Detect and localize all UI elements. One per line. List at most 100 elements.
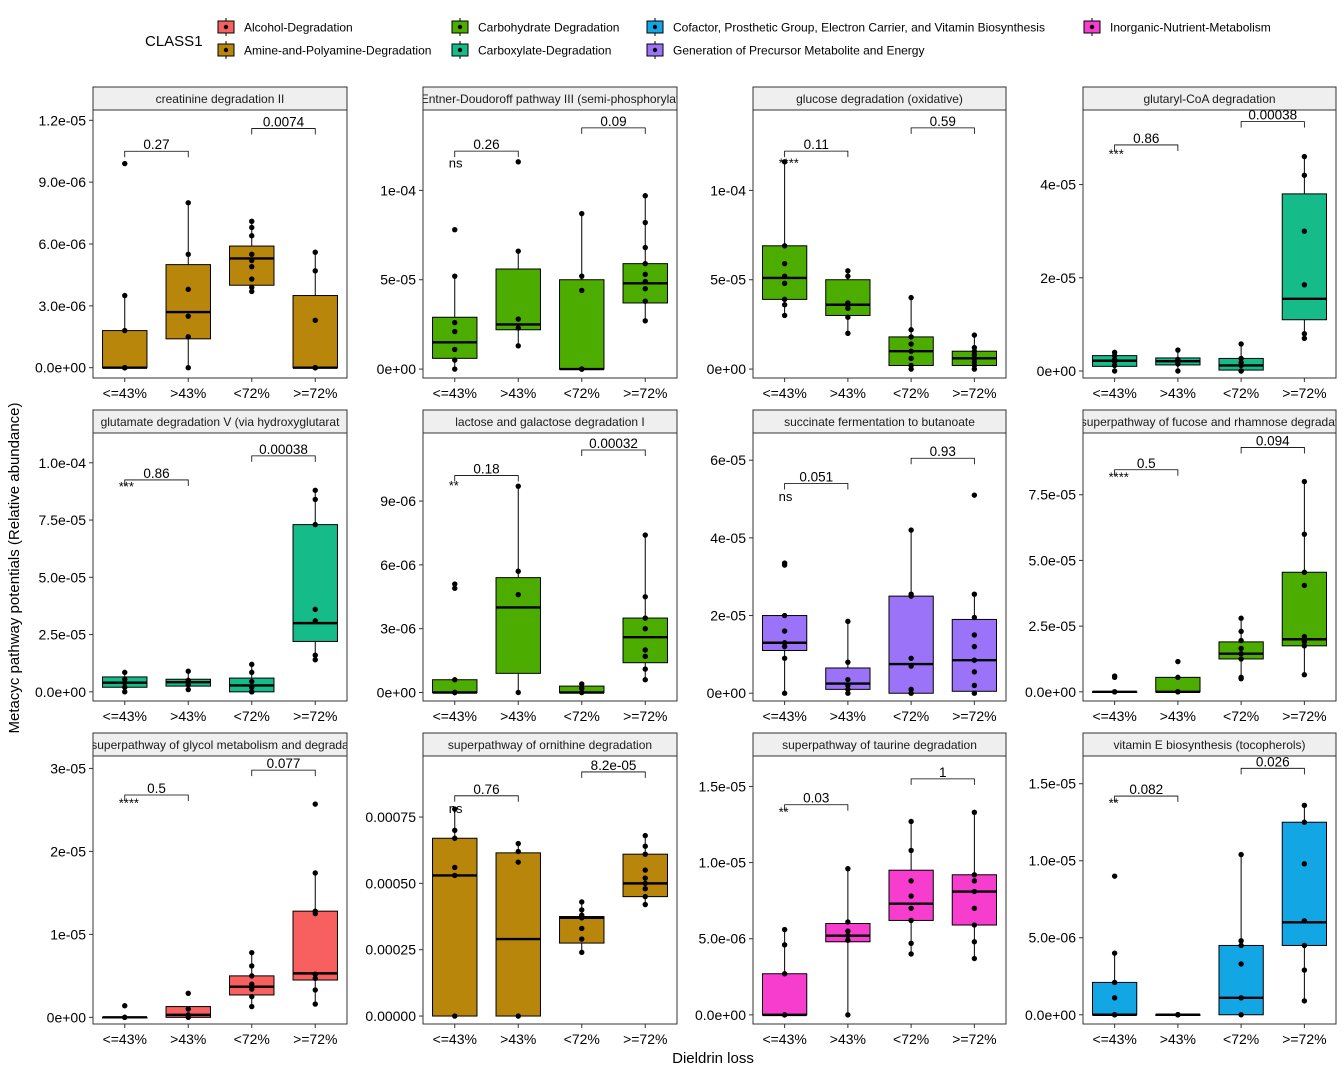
y-tick-label: 0e+00 — [47, 1009, 87, 1025]
data-point — [515, 1013, 521, 1019]
data-point — [781, 612, 788, 619]
data-point — [249, 263, 255, 270]
data-point — [515, 840, 521, 847]
x-tick-label: >=72% — [952, 708, 996, 724]
y-tick-label: 6e-06 — [380, 557, 416, 573]
y-tick-label: 0.00075 — [365, 809, 416, 825]
facet-panels: creatinine degradation II 0.27 0.0074 0.0e+… — [35, 86, 1337, 1047]
facet-panel: superpathway of taurine degradation 0.03 1… — [695, 732, 1007, 1047]
facet-panel: superpathway of glycol metabolism and de… — [47, 732, 348, 1047]
y-tick-label: 1.5e-05 — [1029, 776, 1077, 792]
data-point — [908, 362, 914, 369]
p-value-label: 0.26 — [473, 137, 499, 152]
data-point — [249, 661, 255, 668]
data-point — [1238, 651, 1244, 657]
y-tick-label: 5.0e-06 — [1029, 930, 1077, 946]
data-point — [1238, 1012, 1244, 1018]
data-point — [185, 1006, 191, 1012]
data-point — [642, 893, 648, 900]
x-tick-label: <=43% — [1092, 1031, 1136, 1047]
data-point — [185, 677, 191, 684]
data-point — [185, 313, 191, 319]
x-tick-label: >43% — [830, 1031, 866, 1047]
data-point — [1175, 658, 1181, 665]
data-point — [249, 276, 255, 282]
data-point — [908, 334, 914, 340]
legend-key-dot — [457, 47, 463, 53]
data-point — [249, 224, 255, 231]
p-value-label: 0.09 — [600, 114, 626, 129]
x-tick-label: <=43% — [1092, 708, 1136, 724]
data-point — [515, 568, 521, 574]
data-point — [312, 618, 318, 624]
data-point — [642, 285, 648, 292]
legend-label: Carboxylate-Degradation — [478, 44, 611, 58]
facet-panel: Entner-Doudoroff pathway III (semi-phosp… — [377, 86, 678, 401]
data-point — [1175, 674, 1181, 681]
x-tick-label: <72% — [234, 1031, 270, 1047]
box — [1281, 821, 1328, 946]
data-point — [249, 949, 255, 956]
data-point — [185, 990, 191, 997]
p-value-label: 0.082 — [1129, 782, 1163, 797]
p-value-label: 0.5 — [147, 781, 166, 796]
data-point — [579, 925, 585, 932]
data-point — [1238, 615, 1244, 621]
data-point — [781, 643, 788, 650]
data-point — [908, 655, 914, 661]
data-point — [971, 332, 978, 338]
panel-border — [1082, 109, 1337, 379]
data-point — [845, 300, 851, 306]
data-point — [452, 319, 458, 326]
data-point — [579, 689, 585, 696]
box — [292, 910, 338, 981]
data-point — [452, 346, 458, 353]
data-point — [452, 689, 458, 696]
comparison-bracket — [124, 794, 189, 801]
data-point — [1111, 673, 1118, 679]
data-point — [1175, 1012, 1181, 1018]
data-point — [845, 676, 851, 683]
p-value-label: 0.86 — [143, 466, 169, 481]
data-point — [845, 686, 851, 693]
data-point — [642, 594, 648, 600]
x-tick-label: >43% — [170, 708, 206, 724]
data-point — [845, 932, 851, 939]
data-point — [845, 618, 851, 625]
data-point — [312, 1001, 318, 1007]
box — [1281, 193, 1328, 321]
data-point — [781, 296, 788, 303]
p-value-label: 0.00038 — [259, 442, 308, 457]
data-point — [781, 942, 788, 948]
x-tick-label: <72% — [893, 1031, 929, 1047]
data-point — [452, 827, 458, 833]
data-point — [515, 325, 521, 331]
data-point — [452, 835, 458, 841]
data-point — [579, 936, 585, 942]
significance-label: *** — [119, 479, 134, 494]
data-point — [452, 227, 458, 233]
comparison-bracket — [454, 150, 519, 158]
y-tick-label: 1.0e-05 — [699, 855, 747, 871]
data-point — [642, 532, 648, 538]
facet-panel: superpathway of ornithine degradation 0.7… — [365, 732, 678, 1047]
facet-title: succinate fermentation to butanoate — [784, 415, 975, 429]
data-point — [579, 685, 585, 691]
data-point — [781, 243, 788, 249]
comparison-bracket — [251, 769, 316, 777]
y-tick-label: 7.5e-05 — [39, 512, 87, 528]
p-value-label: 0.077 — [267, 756, 301, 771]
data-point — [1301, 531, 1308, 537]
x-tick-label: >=72% — [1282, 708, 1326, 724]
data-point — [971, 632, 978, 638]
comparison-bracket — [251, 128, 316, 135]
x-tick-label: <=43% — [103, 708, 147, 724]
x-tick-label: >43% — [500, 1031, 536, 1047]
legend-label: Cofactor, Prosthetic Group, Electron Car… — [673, 21, 1045, 35]
y-tick-label: 5.0e-06 — [699, 931, 747, 947]
data-point — [515, 316, 521, 322]
legend-item: Amine-and-Polyamine-Degradation — [217, 41, 431, 59]
y-tick-label: 9e-06 — [380, 493, 416, 509]
legend-label: Carbohydrate Degradation — [478, 21, 619, 35]
